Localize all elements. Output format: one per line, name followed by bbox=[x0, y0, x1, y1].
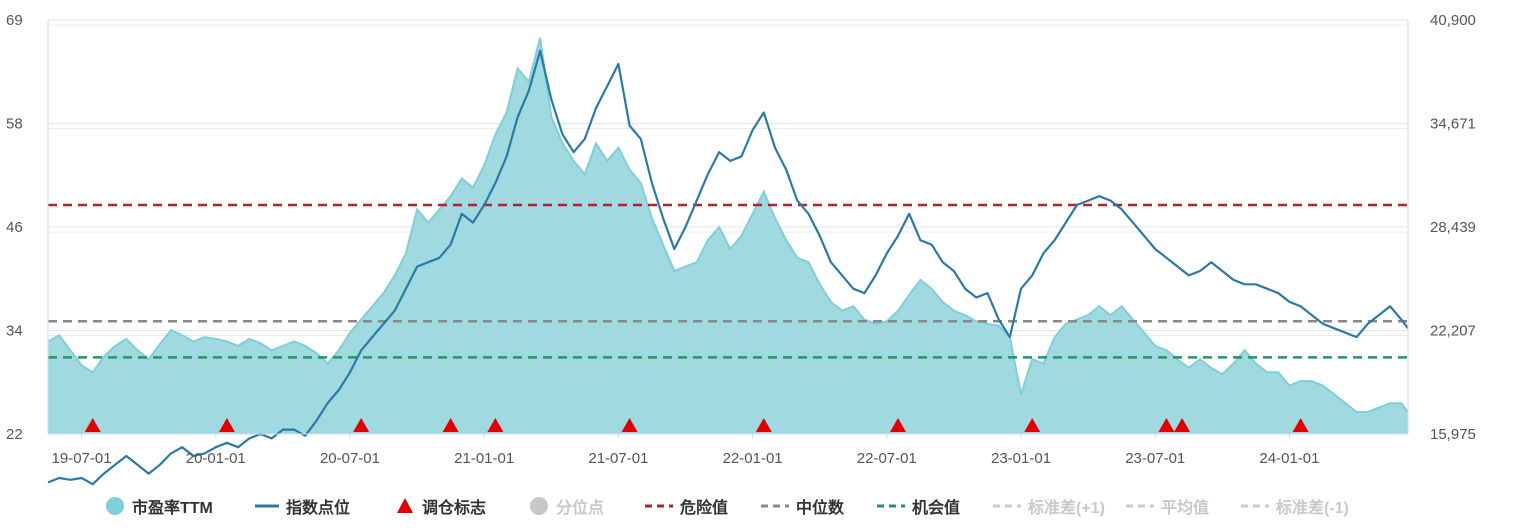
left-y-axis-labels: 22 34 46 58 69 bbox=[6, 12, 23, 443]
left-y-tick-label: 69 bbox=[6, 12, 23, 29]
left-y-tick-label: 58 bbox=[6, 116, 23, 133]
dash-icon bbox=[645, 504, 673, 508]
legend-label: 标准差(+1) bbox=[1028, 500, 1105, 517]
rebalance-marker bbox=[1024, 418, 1041, 432]
legend-label: 平均值 bbox=[1161, 500, 1210, 517]
right-y-tick-label: 34,671 bbox=[1430, 116, 1476, 133]
right-y-tick-label: 15,975 bbox=[1430, 426, 1476, 443]
rebalance-marker bbox=[890, 418, 906, 432]
circle-icon bbox=[530, 497, 548, 515]
x-tick-label: 22-07-01 bbox=[857, 450, 917, 467]
pe-valuation-chart: 22 34 46 58 69 15,975 22,207 28,439 34,671 40,90… bbox=[6, 12, 1476, 486]
legend-item-index-points[interactable]: 指数点位 bbox=[254, 486, 350, 526]
chart-legend: 市盈率TTM 指数点位 调仓标志 分位点 危险值 中位数 机会值 标准差(+1)… bbox=[0, 486, 1521, 526]
index-points-line bbox=[47, 49, 1409, 486]
x-tick-label: 20-07-01 bbox=[320, 450, 380, 467]
x-axis-labels: 19-07-01 20-01-01 20-07-01 21-01-01 21-07-01… bbox=[52, 434, 1319, 467]
legend-item-std-plus[interactable]: 标准差(+1) bbox=[992, 486, 1105, 526]
rebalance-marker bbox=[353, 418, 370, 432]
line-icon bbox=[255, 504, 279, 508]
x-tick-label: 23-01-01 bbox=[991, 450, 1051, 467]
right-y-tick-label: 28,439 bbox=[1430, 219, 1476, 236]
dash-icon bbox=[1126, 504, 1154, 508]
x-tick-label: 20-01-01 bbox=[186, 450, 246, 467]
legend-label: 中位数 bbox=[796, 500, 845, 517]
legend-item-danger[interactable]: 危险值 bbox=[644, 486, 728, 526]
legend-label: 标准差(-1) bbox=[1276, 500, 1349, 517]
left-y-tick-label: 46 bbox=[6, 219, 23, 236]
pe-area-layer bbox=[47, 37, 1409, 434]
x-tick-label: 21-01-01 bbox=[454, 450, 514, 467]
x-tick-label: 19-07-01 bbox=[52, 450, 112, 467]
legend-item-pe-ttm[interactable]: 市盈率TTM bbox=[104, 486, 213, 526]
legend-label: 机会值 bbox=[912, 500, 961, 517]
right-y-tick-label: 22,207 bbox=[1430, 323, 1476, 340]
legend-item-average[interactable]: 平均值 bbox=[1125, 486, 1209, 526]
legend-label: 危险值 bbox=[680, 500, 729, 517]
left-y-tick-label: 22 bbox=[6, 426, 23, 443]
pe-ttm-area bbox=[48, 37, 1408, 434]
legend-label: 市盈率TTM bbox=[132, 500, 213, 517]
dash-icon bbox=[1241, 504, 1269, 508]
rebalance-marker bbox=[755, 418, 772, 432]
grid-lines bbox=[48, 19, 1408, 435]
reference-lines bbox=[48, 203, 1408, 359]
legend-item-percentile[interactable]: 分位点 bbox=[528, 486, 604, 526]
rebalance-marker bbox=[621, 418, 638, 432]
rebalance-markers bbox=[84, 418, 1309, 432]
legend-item-std-minus[interactable]: 标准差(-1) bbox=[1240, 486, 1349, 526]
rebalance-marker bbox=[1174, 418, 1191, 432]
rebalance-marker bbox=[487, 418, 504, 432]
x-tick-label: 23-07-01 bbox=[1125, 450, 1185, 467]
circle-icon bbox=[106, 497, 124, 515]
legend-label: 指数点位 bbox=[286, 500, 351, 517]
right-y-axis-labels: 15,975 22,207 28,439 34,671 40,900 bbox=[1430, 12, 1476, 443]
legend-label: 调仓标志 bbox=[422, 500, 487, 517]
x-tick-label: 21-07-01 bbox=[588, 450, 648, 467]
rebalance-marker bbox=[1158, 418, 1175, 432]
rebalance-marker bbox=[1292, 418, 1309, 432]
legend-item-rebalance[interactable]: 调仓标志 bbox=[394, 486, 486, 526]
x-tick-label: 24-01-01 bbox=[1259, 450, 1319, 467]
pe-ttm-line bbox=[47, 37, 1409, 413]
rebalance-marker bbox=[218, 418, 235, 432]
rebalance-marker bbox=[84, 418, 101, 432]
right-y-tick-label: 40,900 bbox=[1430, 12, 1476, 29]
dash-icon bbox=[877, 504, 905, 508]
axes bbox=[47, 20, 1409, 435]
dash-icon bbox=[761, 504, 789, 508]
legend-item-opportunity[interactable]: 机会值 bbox=[876, 486, 960, 526]
rebalance-marker bbox=[442, 418, 459, 432]
triangle-icon bbox=[397, 498, 413, 513]
x-tick-label: 22-01-01 bbox=[723, 450, 783, 467]
dash-icon bbox=[993, 504, 1021, 508]
legend-label: 分位点 bbox=[556, 500, 605, 517]
legend-item-median[interactable]: 中位数 bbox=[760, 486, 844, 526]
index-line-layer bbox=[47, 49, 1409, 486]
left-y-tick-label: 34 bbox=[6, 323, 23, 340]
